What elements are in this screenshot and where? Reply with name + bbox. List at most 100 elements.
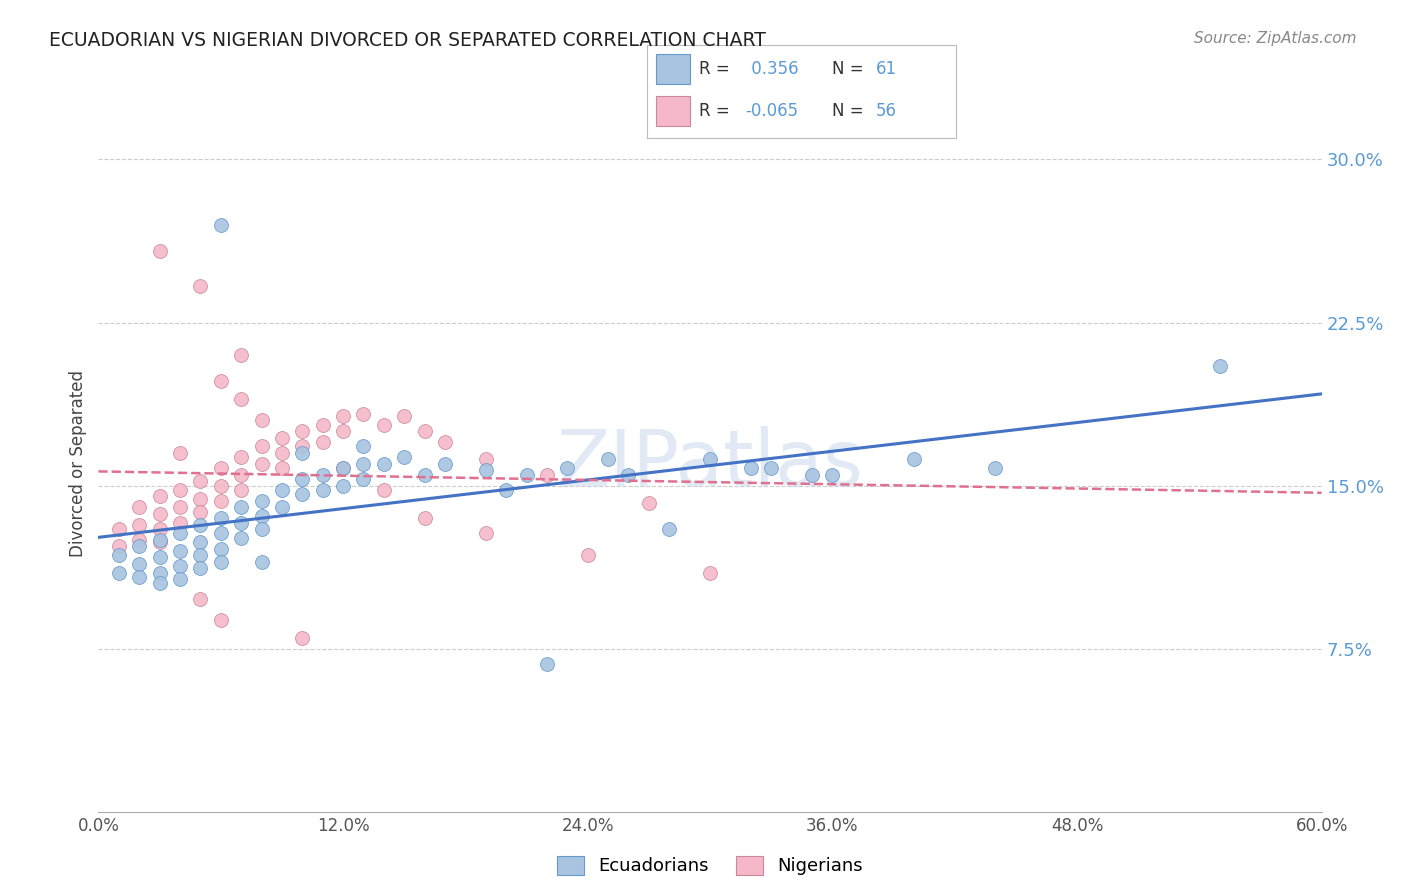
Point — [392, 450, 416, 465]
Point — [821, 467, 844, 482]
Point — [903, 452, 925, 467]
Point — [1209, 359, 1232, 373]
Point — [270, 500, 294, 515]
Point — [209, 461, 232, 475]
Point — [149, 535, 172, 549]
Point — [801, 467, 824, 482]
Point — [149, 566, 172, 580]
Point — [291, 446, 314, 460]
Point — [128, 517, 150, 532]
Point — [270, 461, 294, 475]
Point — [169, 559, 191, 574]
Point — [270, 431, 294, 445]
Point — [149, 490, 172, 504]
Point — [128, 570, 150, 584]
Point — [169, 483, 191, 497]
Point — [188, 491, 212, 506]
Point — [231, 500, 253, 515]
Point — [169, 516, 191, 530]
Point — [699, 452, 721, 467]
Point — [536, 657, 558, 671]
Point — [169, 500, 191, 515]
Point — [740, 461, 762, 475]
Bar — [657, 96, 690, 126]
Point — [638, 496, 661, 510]
Point — [761, 461, 783, 475]
Point — [434, 457, 457, 471]
Point — [250, 522, 273, 536]
Point — [474, 526, 498, 541]
Point — [250, 440, 273, 454]
Y-axis label: Divorced or Separated: Divorced or Separated — [69, 370, 87, 558]
Point — [352, 472, 374, 486]
Point — [108, 540, 131, 554]
Point — [332, 424, 354, 438]
Point — [188, 535, 212, 549]
Point — [188, 591, 212, 606]
Point — [209, 555, 232, 569]
Point — [108, 548, 131, 562]
Point — [617, 467, 640, 482]
Point — [188, 278, 212, 293]
Point — [312, 435, 335, 450]
Point — [209, 218, 232, 232]
Text: R =: R = — [699, 60, 735, 78]
Point — [332, 461, 354, 475]
Point — [128, 540, 150, 554]
Point — [516, 467, 538, 482]
Point — [291, 487, 314, 501]
Point — [231, 467, 253, 482]
Point — [413, 467, 436, 482]
Text: Source: ZipAtlas.com: Source: ZipAtlas.com — [1194, 31, 1357, 46]
Point — [209, 541, 232, 556]
Point — [352, 457, 374, 471]
Point — [658, 522, 681, 536]
Point — [392, 409, 416, 423]
Point — [312, 483, 335, 497]
Text: N =: N = — [832, 60, 869, 78]
Point — [149, 522, 172, 536]
Point — [169, 526, 191, 541]
Point — [149, 507, 172, 521]
Point — [188, 517, 212, 532]
Point — [149, 550, 172, 565]
Text: 56: 56 — [876, 102, 897, 120]
Point — [699, 566, 721, 580]
Point — [108, 566, 131, 580]
Point — [149, 533, 172, 547]
Point — [231, 531, 253, 545]
Point — [557, 461, 579, 475]
Point — [332, 461, 354, 475]
Point — [413, 424, 436, 438]
Text: ZIPatlas: ZIPatlas — [557, 425, 863, 502]
Point — [188, 561, 212, 575]
Point — [188, 505, 212, 519]
Point — [434, 435, 457, 450]
Point — [474, 452, 498, 467]
Point — [598, 452, 620, 467]
Point — [108, 522, 131, 536]
Point — [413, 511, 436, 525]
Point — [128, 500, 150, 515]
Point — [231, 348, 253, 362]
Point — [250, 555, 273, 569]
Bar — [657, 54, 690, 84]
Point — [312, 417, 335, 432]
Point — [352, 440, 374, 454]
Point — [149, 576, 172, 591]
Legend: Ecuadorians, Nigerians: Ecuadorians, Nigerians — [550, 849, 870, 883]
Point — [984, 461, 1007, 475]
Point — [209, 493, 232, 508]
Point — [291, 440, 314, 454]
Text: R =: R = — [699, 102, 735, 120]
Point — [128, 533, 150, 547]
Point — [291, 472, 314, 486]
Point — [231, 483, 253, 497]
Point — [209, 374, 232, 388]
Point — [188, 548, 212, 562]
Point — [250, 508, 273, 523]
Point — [291, 631, 314, 645]
Point — [373, 483, 395, 497]
Point — [231, 516, 253, 530]
Point — [332, 409, 354, 423]
